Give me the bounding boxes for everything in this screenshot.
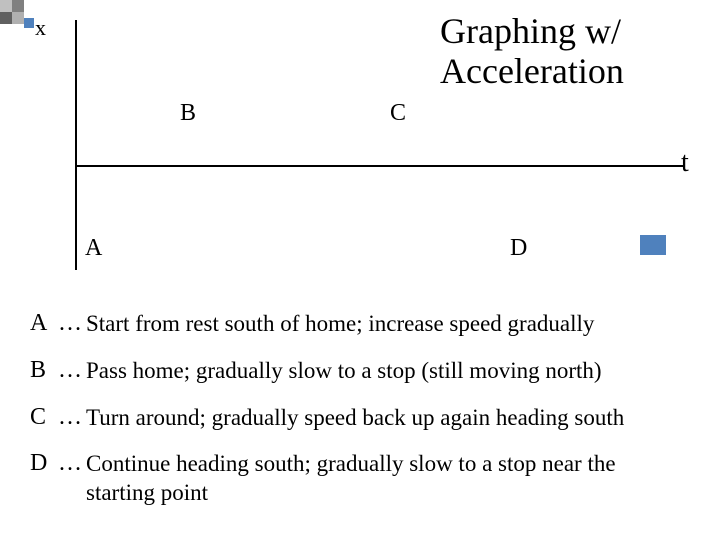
description-text: Turn around; gradually speed back up aga… bbox=[86, 404, 624, 433]
graph-label-b: B bbox=[180, 100, 196, 127]
graph-label-d: D bbox=[510, 235, 527, 262]
description-row-b: B…Pass home; gradually slow to a stop (s… bbox=[30, 357, 690, 386]
description-text: Continue heading south; gradually slow t… bbox=[86, 450, 690, 508]
ellipsis: … bbox=[58, 357, 86, 384]
description-row-c: C…Turn around; gradually speed back up a… bbox=[30, 404, 690, 433]
ellipsis: … bbox=[58, 450, 86, 477]
y-axis bbox=[75, 20, 77, 270]
title-line1: Graphing w/ bbox=[440, 11, 621, 51]
ellipsis: … bbox=[58, 310, 86, 337]
decor-square bbox=[0, 0, 12, 12]
decor-square bbox=[12, 0, 24, 12]
y-axis-label: x bbox=[35, 15, 46, 41]
description-key: D bbox=[30, 450, 58, 477]
graph-label-a: A bbox=[85, 235, 102, 262]
decor-square bbox=[12, 12, 24, 24]
description-row-a: A…Start from rest south of home; increas… bbox=[30, 310, 690, 339]
x-axis-label: t bbox=[681, 147, 689, 179]
description-key: B bbox=[30, 357, 58, 384]
title-line2: Acceleration bbox=[440, 51, 624, 91]
slide-title: Graphing w/ Acceleration bbox=[440, 12, 624, 91]
x-axis bbox=[75, 165, 685, 167]
ellipsis: … bbox=[58, 404, 86, 431]
graph-label-c: C bbox=[390, 100, 406, 127]
blue-marker-box bbox=[640, 235, 666, 255]
description-key: C bbox=[30, 404, 58, 431]
description-text: Start from rest south of home; increase … bbox=[86, 310, 594, 339]
description-text: Pass home; gradually slow to a stop (sti… bbox=[86, 357, 602, 386]
description-key: A bbox=[30, 310, 58, 337]
description-list: A…Start from rest south of home; increas… bbox=[30, 310, 690, 526]
decor-square bbox=[0, 12, 12, 24]
decor-square bbox=[24, 18, 34, 28]
description-row-d: D…Continue heading south; gradually slow… bbox=[30, 450, 690, 508]
